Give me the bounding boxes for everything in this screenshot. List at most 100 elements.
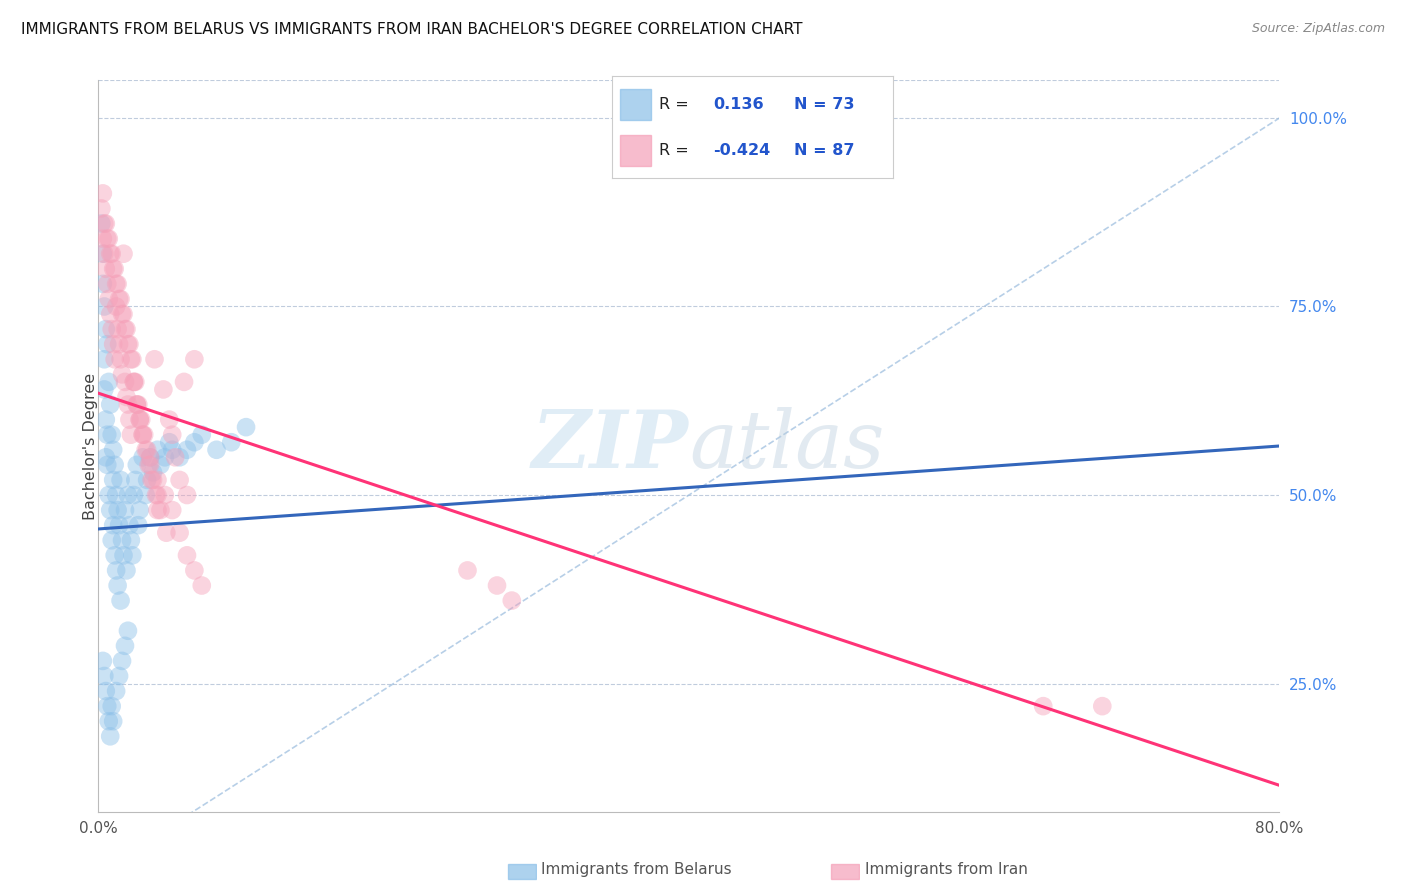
Point	[97, 375, 120, 389]
Point	[90, 202, 112, 216]
Point	[157, 435, 180, 450]
Point	[108, 669, 131, 683]
Point	[235, 420, 257, 434]
Bar	[620, 89, 651, 120]
Text: Immigrants from Iran: Immigrants from Iran	[865, 863, 1028, 877]
Point	[155, 525, 177, 540]
Point	[90, 217, 112, 231]
Point	[128, 412, 150, 426]
Point	[100, 533, 122, 548]
Point	[152, 383, 174, 397]
Point	[107, 503, 129, 517]
Text: N = 87: N = 87	[794, 144, 855, 158]
Point	[105, 277, 128, 291]
Point	[93, 217, 115, 231]
Point	[121, 352, 143, 367]
Point	[111, 654, 134, 668]
Point	[121, 549, 143, 563]
Point	[91, 232, 114, 246]
Text: 0.136: 0.136	[713, 97, 763, 112]
Point	[93, 352, 115, 367]
Point	[115, 390, 138, 404]
Point	[191, 578, 214, 592]
Point	[128, 503, 150, 517]
Point	[103, 261, 125, 276]
Point	[132, 427, 155, 442]
Point	[135, 488, 157, 502]
Point	[169, 450, 191, 465]
Point	[93, 300, 115, 314]
Point	[146, 473, 169, 487]
Point	[105, 684, 128, 698]
Point	[97, 488, 120, 502]
Text: -0.424: -0.424	[713, 144, 770, 158]
Point	[142, 466, 165, 480]
Point	[135, 442, 157, 457]
Point	[114, 639, 136, 653]
Point	[122, 488, 145, 502]
Point	[120, 352, 142, 367]
Point	[96, 427, 118, 442]
Bar	[620, 136, 651, 166]
Point	[205, 442, 228, 457]
Point	[115, 563, 138, 577]
Point	[132, 450, 155, 465]
Point	[96, 458, 118, 472]
Point	[98, 398, 121, 412]
Point	[219, 435, 242, 450]
Point	[139, 458, 162, 472]
Point	[136, 473, 159, 487]
Point	[1091, 699, 1114, 714]
Point	[120, 533, 142, 548]
Point	[117, 624, 139, 638]
Point	[486, 578, 509, 592]
Text: atlas: atlas	[689, 408, 884, 484]
Text: N = 73: N = 73	[794, 97, 855, 112]
Point	[94, 322, 117, 336]
Point	[176, 488, 198, 502]
Point	[142, 473, 165, 487]
Point	[191, 427, 214, 442]
Point	[112, 307, 135, 321]
Point	[118, 518, 141, 533]
Point	[114, 322, 136, 336]
Point	[114, 503, 136, 517]
Point	[98, 246, 121, 260]
Point	[108, 292, 131, 306]
Point	[136, 442, 159, 457]
Point	[104, 352, 127, 367]
Point	[110, 352, 132, 367]
Point	[111, 307, 134, 321]
Point	[91, 246, 114, 260]
Point	[100, 322, 122, 336]
Point	[103, 473, 125, 487]
Point	[103, 337, 125, 351]
Point	[169, 525, 191, 540]
Point	[110, 473, 132, 487]
Point	[105, 563, 128, 577]
Point	[104, 261, 127, 276]
Point	[132, 427, 155, 442]
Point	[143, 352, 166, 367]
Point	[110, 292, 132, 306]
Point	[124, 473, 146, 487]
Point	[111, 368, 134, 382]
Point	[122, 375, 145, 389]
Point	[105, 300, 128, 314]
Point	[96, 277, 118, 291]
Point	[94, 217, 117, 231]
Text: IMMIGRANTS FROM BELARUS VS IMMIGRANTS FROM IRAN BACHELOR'S DEGREE CORRELATION CH: IMMIGRANTS FROM BELARUS VS IMMIGRANTS FR…	[21, 22, 803, 37]
Point	[117, 337, 139, 351]
Point	[111, 533, 134, 548]
Point	[153, 450, 176, 465]
Point	[125, 398, 148, 412]
Text: R =: R =	[659, 144, 689, 158]
Point	[183, 352, 205, 367]
Point	[117, 488, 139, 502]
Point	[127, 518, 149, 533]
Point	[129, 412, 152, 426]
Point	[162, 442, 183, 457]
Point	[146, 503, 169, 517]
Point	[157, 412, 180, 426]
Point	[94, 261, 117, 276]
